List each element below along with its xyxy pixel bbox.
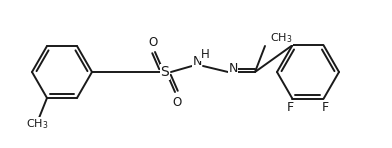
- Text: F: F: [287, 101, 294, 114]
- Text: N: N: [228, 62, 238, 74]
- Text: O: O: [172, 95, 181, 108]
- Text: F: F: [322, 101, 329, 114]
- Text: S: S: [161, 65, 169, 79]
- Text: H: H: [201, 48, 209, 61]
- Text: CH$_3$: CH$_3$: [270, 31, 292, 45]
- Text: N: N: [192, 54, 202, 67]
- Text: CH$_3$: CH$_3$: [26, 117, 48, 131]
- Text: O: O: [149, 36, 158, 49]
